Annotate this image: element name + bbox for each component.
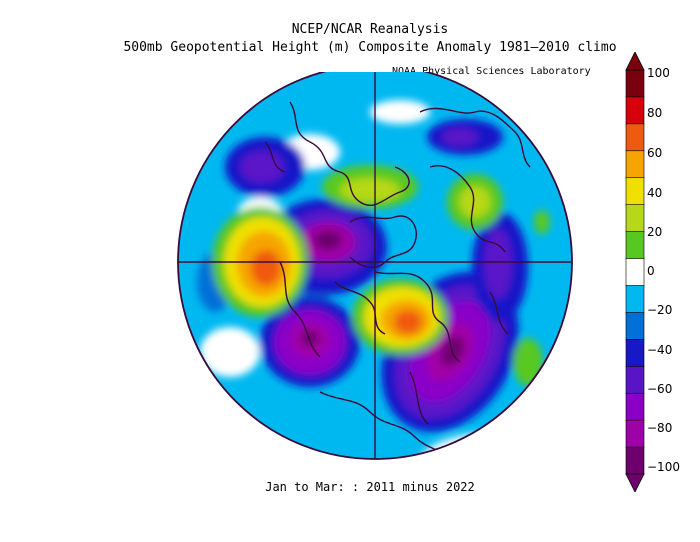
colorbar-label: −40 bbox=[647, 343, 673, 357]
colorbar-label: 80 bbox=[647, 106, 663, 120]
colorbar-cell bbox=[625, 392, 645, 421]
colorbar bbox=[625, 52, 645, 492]
colorbar-cell bbox=[625, 365, 645, 394]
colorbar-cell bbox=[625, 285, 645, 314]
colorbar-cell bbox=[625, 123, 645, 152]
colorbar-label: 20 bbox=[647, 225, 663, 239]
colorbar-cell bbox=[625, 339, 645, 368]
credit-label: NOAA Physical Sciences Laboratory bbox=[392, 66, 591, 77]
colorbar-bottom-arrow bbox=[625, 473, 645, 492]
colorbar-label: 40 bbox=[647, 186, 663, 200]
colorbar-label: −60 bbox=[647, 382, 673, 396]
colorbar-label: −20 bbox=[647, 303, 673, 317]
colorbar-cell bbox=[625, 204, 645, 233]
colorbar-cell bbox=[625, 177, 645, 206]
chart-subtitle: 500mb Geopotential Height (m) Composite … bbox=[123, 40, 617, 55]
colorbar-cell bbox=[625, 96, 645, 125]
colorbar-label: 60 bbox=[647, 146, 663, 160]
polar-anomaly-map bbox=[177, 72, 573, 460]
colorbar-cell bbox=[625, 419, 645, 448]
colorbar-top-arrow bbox=[625, 52, 645, 71]
colorbar-cell bbox=[625, 312, 645, 341]
colorbar-cell bbox=[625, 231, 645, 260]
colorbar-cell bbox=[625, 446, 645, 475]
colorbar-cell bbox=[625, 150, 645, 179]
date-range-label: Jan to Mar: : 2011 minus 2022 bbox=[265, 480, 475, 494]
colorbar-cell bbox=[625, 258, 645, 287]
colorbar-cell bbox=[625, 69, 645, 98]
colorbar-label: −80 bbox=[647, 421, 673, 435]
colorbar-label: 0 bbox=[647, 264, 655, 278]
chart-title: NCEP/NCAR Reanalysis bbox=[291, 22, 449, 37]
colorbar-label: −100 bbox=[647, 460, 680, 474]
colorbar-label: 100 bbox=[647, 66, 670, 80]
